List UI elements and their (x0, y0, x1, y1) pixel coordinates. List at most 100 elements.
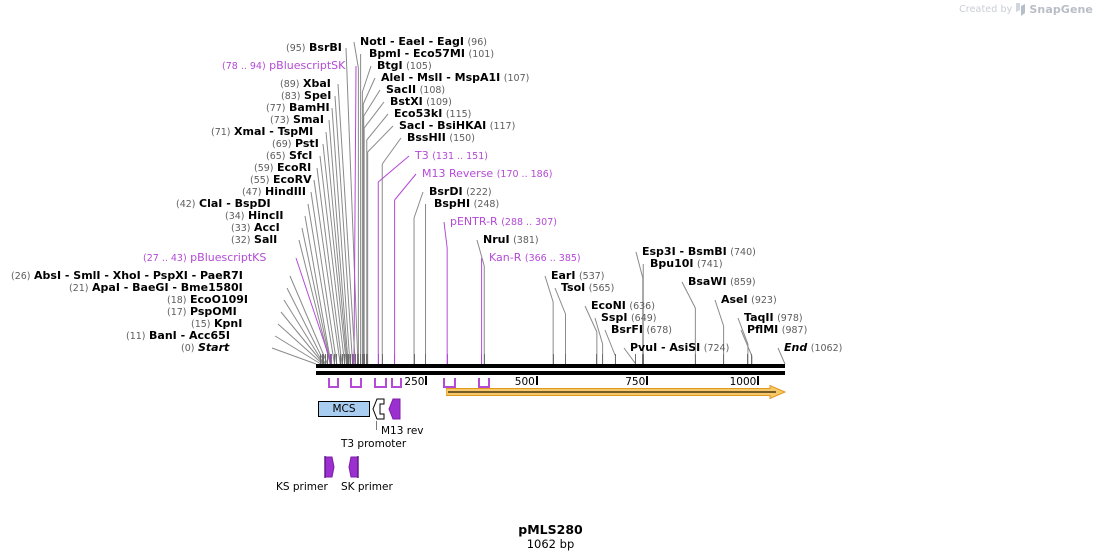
mcs-feature-box[interactable]: MCS (318, 401, 370, 417)
site-label-spei[interactable]: (83) SpeI (281, 90, 331, 103)
site-position: (34) (225, 211, 245, 222)
leader-pbks (295, 257, 332, 365)
site-label-xmai[interactable]: (71) XmaI - TspMI (211, 126, 313, 139)
site-label-pvui[interactable]: PvuI - AsiSI (724) (630, 342, 729, 355)
site-label-ecorv[interactable]: (55) EcoRV (250, 174, 312, 187)
leader-ecorv (313, 179, 341, 365)
m13-rev-arrow[interactable] (388, 398, 402, 420)
site-label-end[interactable]: End (1062) (784, 342, 842, 355)
site-enzyme-name: T3 (415, 149, 429, 162)
site-label-sali[interactable]: (32) SalI (231, 234, 277, 247)
site-enzyme-name: PflMI (747, 323, 779, 336)
sk-primer-label: SK primer (341, 481, 393, 493)
feature-bracket-m13rev (391, 378, 403, 388)
leader-bstxi-angle (363, 101, 385, 129)
site-label-bsphi[interactable]: BspHI (248) (434, 198, 499, 211)
site-label-pbks[interactable]: (27 .. 43) pBluescriptKS (143, 252, 266, 265)
site-label-bsrbi[interactable]: (95) BsrBI (286, 42, 342, 55)
site-enzyme-name: HincII (248, 209, 284, 222)
site-label-hincii[interactable]: (34) HincII (225, 210, 284, 223)
site-tick-bani (320, 354, 322, 364)
site-label-kanr[interactable]: Kan-R (366 .. 385) (489, 252, 581, 265)
site-label-bsrdi[interactable]: BsrDI (222) (429, 186, 492, 199)
site-tick-sali (329, 354, 331, 364)
site-tick-saci (367, 354, 369, 364)
site-label-apai[interactable]: (21) ApaI - BaeGI - Bme1580I (69, 282, 243, 295)
leader-spei (334, 95, 354, 365)
leader-bani (274, 335, 322, 365)
site-enzyme-name: SfcI (289, 149, 313, 162)
site-enzyme-name: SmaI (293, 113, 324, 126)
site-label-bsawi[interactable]: BsaWI (859) (688, 276, 756, 289)
site-tick-clai (334, 354, 336, 364)
site-label-bsshii[interactable]: BssHII (150) (407, 132, 475, 145)
site-label-bani[interactable]: (11) BanI - Acc65I (126, 330, 230, 343)
site-tick-smai (347, 354, 349, 364)
site-enzyme-name: XmaI - TspMI (234, 125, 314, 138)
site-position: (740) (730, 247, 756, 258)
site-label-taqii[interactable]: TaqII (978) (744, 312, 803, 325)
site-label-tsoi[interactable]: TsoI (565) (561, 282, 614, 295)
site-label-sacii[interactable]: SacII (108) (386, 84, 445, 97)
site-label-pentrr[interactable]: pENTR-R (288 .. 307) (450, 216, 557, 229)
ruler-tick (646, 376, 649, 385)
site-tick-bsrfi (614, 354, 616, 364)
site-position: (101) (468, 49, 495, 60)
site-label-btgi[interactable]: BtgI (105) (377, 60, 432, 73)
site-label-bpu10i[interactable]: Bpu10I (741) (650, 258, 723, 271)
site-label-bamhi[interactable]: (77) BamHI (266, 102, 330, 115)
site-label-nrui[interactable]: NruI (381) (483, 234, 539, 247)
site-label-pbsk[interactable]: (78 .. 94) pBluescriptSK (222, 60, 345, 73)
site-tick-bsawi (694, 354, 696, 364)
site-label-esp3i[interactable]: Esp3I - BsmBI (740) (642, 246, 756, 259)
site-position: (170 .. 186) (496, 169, 553, 180)
site-label-kpni[interactable]: (15) KpnI (191, 318, 242, 331)
ks-primer-arrow[interactable] (323, 456, 335, 478)
sk-primer-arrow[interactable] (348, 456, 360, 478)
site-label-bpmi[interactable]: BpmI - Eco57MI (101) (369, 48, 494, 61)
site-label-alei[interactable]: AleI - MslI - MspA1I (107) (381, 72, 529, 85)
leader-m13rev-angle (394, 173, 417, 201)
site-tick-bsshii (381, 354, 383, 364)
site-enzyme-name: pBluescriptSK (269, 59, 346, 72)
site-label-econi[interactable]: EcoNI (636) (591, 300, 655, 313)
site-label-ecori[interactable]: (59) EcoRI (254, 162, 311, 175)
site-label-m13rev[interactable]: M13 Reverse (170 .. 186) (422, 168, 552, 181)
site-label-pflmi[interactable]: PflMI (987) (747, 324, 807, 337)
site-enzyme-name: AbsI - SmlI - XhoI - PspXI - PaeR7I (34, 269, 243, 282)
site-label-saci[interactable]: SacI - BsiHKAI (117) (399, 120, 515, 133)
ruler-tick (425, 376, 428, 385)
site-label-xbai[interactable]: (89) XbaI (280, 78, 331, 91)
site-label-t3[interactable]: T3 (131 .. 151) (415, 150, 488, 163)
site-label-bstxi[interactable]: BstXI (109) (390, 96, 452, 109)
site-label-psti[interactable]: (69) PstI (272, 138, 319, 151)
site-label-hindiii[interactable]: (47) HindIII (242, 186, 306, 199)
site-label-clai[interactable]: (42) ClaI - BspDI (176, 198, 271, 211)
site-position: (381) (513, 235, 539, 246)
t3-promoter-arrow[interactable] (372, 398, 386, 420)
site-position: (69) (272, 139, 292, 150)
site-label-bsrfi[interactable]: BsrFI (678) (611, 324, 672, 337)
site-label-start[interactable]: (0) Start (181, 342, 229, 355)
mcs-label: MCS (332, 403, 356, 415)
site-label-noti[interactable]: NotI - EaeI - EagI (96) (360, 36, 487, 49)
site-label-sfci[interactable]: (65) SfcI (266, 150, 312, 163)
site-enzyme-name: AseI (721, 293, 748, 306)
site-label-absi[interactable]: (26) AbsI - SmlI - XhoI - PspXI - PaeR7I (11, 270, 243, 283)
site-position: (107) (503, 73, 530, 84)
site-enzyme-name: HindIII (265, 185, 306, 198)
site-tick-kanr (481, 354, 483, 364)
site-enzyme-name: SpeI (304, 89, 332, 102)
leader-bamhi (331, 107, 351, 365)
site-label-pspomi[interactable]: (17) PspOMI (167, 306, 237, 319)
site-tick-bpu10i (642, 354, 644, 364)
site-label-acci[interactable]: (33) AccI (231, 222, 280, 235)
site-label-eco53ki[interactable]: Eco53kI (115) (394, 108, 471, 121)
site-label-ecoo109i[interactable]: (18) EcoO109I (167, 294, 248, 307)
site-tick-econi (596, 354, 598, 364)
site-label-eari[interactable]: EarI (537) (551, 270, 605, 283)
site-label-smai[interactable]: (73) SmaI (270, 114, 324, 127)
site-label-asei[interactable]: AseI (923) (721, 294, 777, 307)
leader-sali (298, 239, 331, 365)
site-label-sspi[interactable]: SspI (649) (601, 312, 656, 325)
